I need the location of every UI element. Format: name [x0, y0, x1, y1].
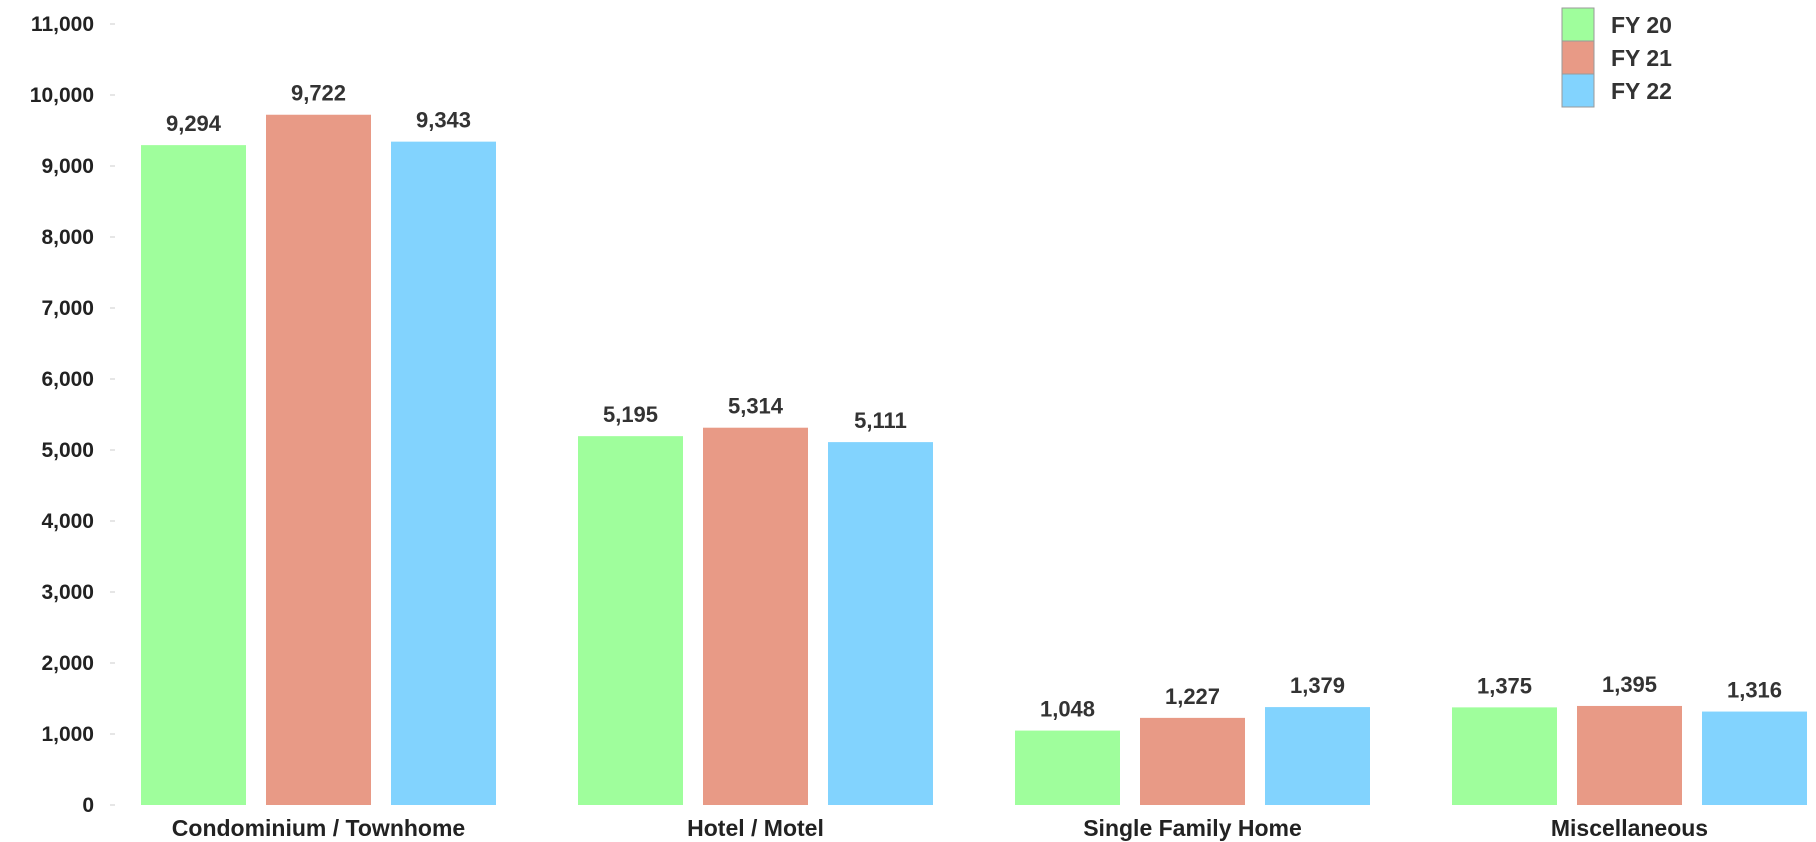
- bar-value-label: 1,316: [1727, 678, 1782, 703]
- y-tick-label: 3,000: [41, 581, 94, 604]
- bar-fy-20[interactable]: [578, 436, 683, 805]
- y-tick-label: 9,000: [41, 155, 94, 178]
- bar-fy-20[interactable]: [1015, 730, 1120, 805]
- y-tick-label: 4,000: [41, 510, 94, 533]
- bar-value-label: 1,048: [1040, 697, 1095, 722]
- bar-value-label: 1,379: [1290, 673, 1345, 698]
- data-labels-group: 9,294 9,722 9,343 5,195 5,314 5,111 1,048 1,227…: [166, 81, 1782, 722]
- legend-swatch[interactable]: [1561, 40, 1595, 75]
- bar-fy-20[interactable]: [141, 145, 246, 806]
- bar-value-label: 5,195: [603, 402, 658, 427]
- bar-fy-20[interactable]: [1452, 707, 1557, 805]
- legend-label[interactable]: FY 22: [1611, 78, 1672, 104]
- bar-value-label: 5,111: [854, 408, 907, 433]
- bar-fy-22[interactable]: [391, 141, 496, 806]
- bar-fy-21[interactable]: [1577, 705, 1682, 805]
- legend-label[interactable]: FY 21: [1611, 45, 1672, 71]
- bar-value-label: 5,314: [728, 394, 784, 419]
- bar-value-label: 9,722: [291, 81, 346, 106]
- bar-value-label: 9,343: [416, 108, 471, 133]
- x-category-label: Single Family Home: [1083, 815, 1302, 841]
- bar-fy-22[interactable]: [1265, 707, 1370, 805]
- bar-value-label: 9,294: [166, 111, 222, 136]
- legend-swatch[interactable]: [1561, 7, 1595, 42]
- x-category-label: Miscellaneous: [1551, 815, 1708, 841]
- y-axis: 0 1,000 2,000 3,000 4,000 5,000 6,000 7,000 8,00…: [30, 13, 115, 817]
- legend-swatch[interactable]: [1561, 73, 1595, 108]
- bar-fy-22[interactable]: [828, 442, 933, 805]
- bar-fy-21[interactable]: [1140, 717, 1245, 805]
- bar-value-label: 1,227: [1165, 684, 1220, 709]
- legend[interactable]: FY 20 FY 21 FY 22: [1561, 7, 1672, 108]
- y-tick-label: 5,000: [41, 439, 94, 462]
- y-tick-label: 10,000: [30, 84, 94, 107]
- y-tick-label: 1,000: [41, 723, 94, 746]
- bars-group: [141, 114, 1807, 806]
- y-tick-label: 2,000: [41, 652, 94, 675]
- y-tick-label: 0: [82, 794, 94, 817]
- bar-fy-21[interactable]: [703, 427, 808, 805]
- y-tick-label: 6,000: [41, 368, 94, 391]
- y-tick-label: 7,000: [41, 297, 94, 320]
- bar-value-label: 1,375: [1477, 673, 1532, 698]
- x-axis: Condominium / Townhome Hotel / Motel Singl…: [172, 815, 1708, 841]
- legend-label[interactable]: FY 20: [1611, 12, 1672, 38]
- x-category-label: Hotel / Motel: [687, 815, 824, 841]
- y-tick-label: 8,000: [41, 226, 94, 249]
- bar-fy-21[interactable]: [266, 114, 371, 806]
- x-category-label: Condominium / Townhome: [172, 815, 465, 841]
- bar-value-label: 1,395: [1602, 672, 1657, 697]
- bar-fy-22[interactable]: [1702, 711, 1807, 805]
- y-tick-label: 11,000: [31, 13, 94, 36]
